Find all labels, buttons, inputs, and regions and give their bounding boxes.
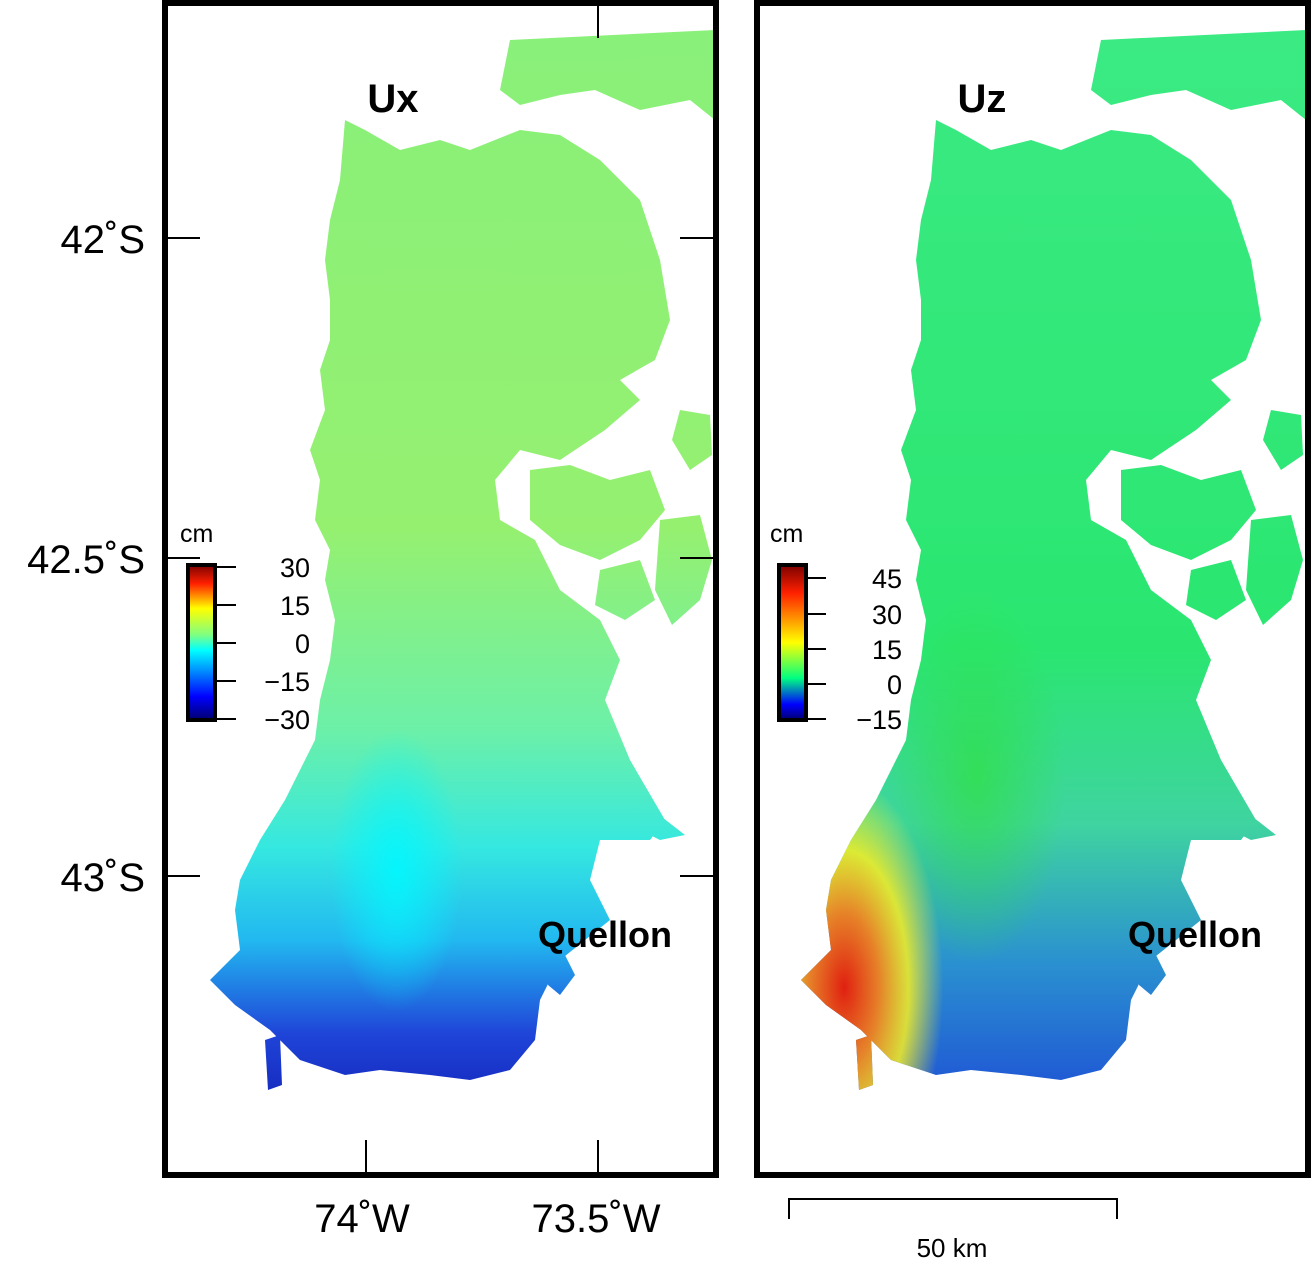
colorbar-ux-tick: 30 — [280, 553, 310, 583]
ux-displacement-field — [210, 30, 715, 1090]
colorbar-ux-tick: −15 — [264, 667, 310, 697]
scale-bar-label: 50 km — [917, 1233, 988, 1262]
panel-uz-frame — [754, 0, 1311, 1178]
colorbar-uz-tick: 30 — [872, 600, 902, 630]
panel-uz-title: Uz — [958, 77, 1007, 121]
lat-label-42-5s: 42.5˚S — [27, 538, 145, 582]
panel-uz: Uz Quellon cm 45 30 15 0 −15 — [754, 0, 1311, 1178]
colorbar-ux-tick: 0 — [295, 629, 310, 659]
colorbar-ux-unit: cm — [180, 520, 213, 548]
colorbar-ux-tick: −30 — [264, 705, 310, 735]
colorbar-uz-tick: −15 — [856, 705, 902, 735]
colorbar-uz-tick: 15 — [872, 635, 902, 665]
colorbar-uz-tick: 0 — [887, 670, 902, 700]
panel-ux: Ux Quellon cm 30 15 0 −15 −30 — [162, 0, 719, 1178]
place-label-quellon-ux: Quellon — [538, 914, 672, 955]
lat-label-42s: 42˚S — [61, 218, 146, 262]
lat-label-43s: 43˚S — [61, 856, 146, 900]
panel-ux-frame — [162, 0, 719, 1178]
colorbar-ux-tick: 15 — [280, 591, 310, 621]
colorbar-uz-unit: cm — [770, 520, 803, 548]
uz-displacement-field — [801, 30, 1306, 1090]
lon-label-74w: 74˚W — [314, 1197, 410, 1241]
lon-label-73-5w: 73.5˚W — [532, 1197, 661, 1241]
ux-frame-ticks — [168, 6, 713, 1172]
panel-ux-title: Ux — [367, 77, 418, 121]
scale-bar: 50 km — [788, 1198, 1118, 1262]
colorbar-uz-tick: 45 — [872, 564, 902, 594]
place-label-quellon-uz: Quellon — [1128, 914, 1262, 955]
colorbar-uz: cm 45 30 15 0 −15 — [770, 520, 902, 735]
colorbar-ux: cm 30 15 0 −15 −30 — [180, 520, 310, 735]
